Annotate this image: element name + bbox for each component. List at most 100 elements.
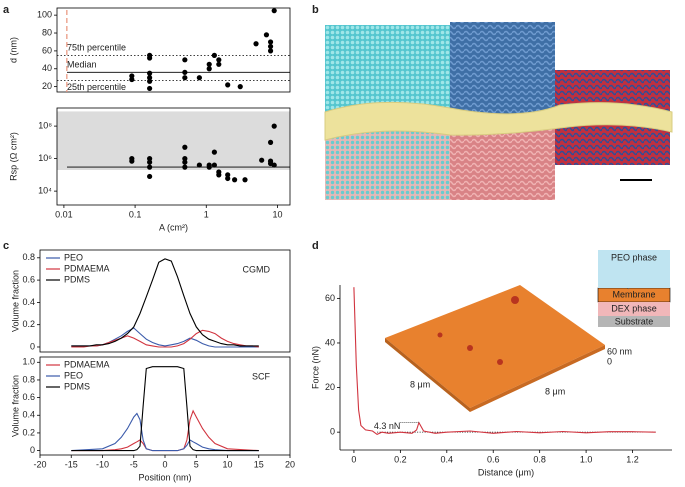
point — [267, 43, 274, 50]
schematic-label: DEX phase — [611, 303, 657, 313]
panel-label: a — [3, 4, 10, 16]
x-tick-label: 10 — [222, 459, 232, 469]
point — [182, 75, 188, 81]
x-tick-label: 0.4 — [441, 454, 454, 464]
point — [147, 156, 153, 162]
point — [129, 156, 135, 162]
point — [267, 139, 274, 145]
y-tick-label: 0.6 — [22, 392, 35, 402]
range-band — [57, 111, 290, 170]
afm-edge — [470, 345, 605, 412]
y-axis-label: Volume fraction — [10, 375, 20, 437]
x-tick-label: 1.0 — [580, 454, 593, 464]
plot-frame — [56, 7, 291, 93]
series-line — [71, 327, 259, 348]
y-tick-label: 0 — [330, 427, 335, 437]
ref-label: Median — [67, 60, 97, 70]
point — [196, 75, 202, 81]
point — [147, 85, 153, 92]
plot-frame — [56, 107, 291, 206]
point — [182, 144, 188, 150]
ref-label: 75th percentile — [67, 43, 126, 53]
point — [147, 164, 153, 170]
point — [237, 84, 243, 90]
y-tick-label: 100 — [37, 10, 52, 20]
legend-label: PEO — [64, 370, 83, 380]
y-tick-label: 0.6 — [22, 274, 35, 284]
force-annotation: 4.3 nN — [374, 421, 401, 431]
x-axis-label: A (cm²) — [159, 222, 188, 232]
x-tick-label: 10 — [272, 209, 282, 219]
y-axis-label: Volume fraction — [10, 270, 20, 332]
y-tick-label: 0.8 — [22, 252, 35, 262]
y-axis-label: Force (nN) — [310, 346, 320, 389]
point — [147, 173, 153, 180]
x-tick-label: 1.2 — [626, 454, 639, 464]
point — [147, 75, 153, 81]
dex-phase-box — [598, 302, 670, 316]
point — [216, 61, 222, 67]
point — [253, 41, 259, 47]
afm-pit — [437, 332, 443, 338]
inset-label: 8 μm — [410, 379, 430, 389]
point — [263, 32, 270, 38]
y-tick-label: 1.0 — [22, 357, 35, 367]
point — [259, 157, 265, 163]
panel-annotation: SCF — [252, 371, 271, 381]
y-tick-label: 40 — [325, 337, 335, 347]
point — [211, 149, 217, 155]
y-tick-label: 0 — [30, 445, 35, 455]
x-tick-label: 1 — [204, 209, 209, 219]
point — [232, 177, 238, 183]
y-tick-label: 0.4 — [22, 410, 35, 420]
legend-label: PDMAEMA — [64, 359, 110, 369]
legend-label: PEO — [64, 252, 83, 262]
plot-frame — [39, 249, 291, 353]
x-tick-label: 0.2 — [394, 454, 407, 464]
afm-surface — [385, 285, 605, 408]
y-tick-label: 20 — [42, 81, 52, 91]
ref-label: 25th percentile — [67, 82, 126, 92]
x-tick-label: 0.01 — [55, 209, 73, 219]
point — [216, 57, 222, 63]
afm-edge — [385, 338, 470, 412]
x-tick-label: 0.6 — [487, 454, 500, 464]
point — [267, 48, 274, 54]
point — [147, 159, 153, 165]
y-tick-label: 0 — [30, 341, 35, 351]
point — [211, 52, 217, 58]
point — [129, 73, 135, 79]
point — [147, 52, 153, 58]
inset-label: 0 — [607, 356, 612, 366]
point — [147, 78, 153, 84]
series-line — [71, 258, 259, 347]
panel-d-inset — [385, 250, 671, 412]
x-tick-label: -5 — [130, 459, 138, 469]
point — [147, 70, 153, 76]
x-tick-label: -15 — [65, 459, 78, 469]
x-tick-label: 0.8 — [533, 454, 546, 464]
point — [271, 162, 277, 168]
point — [182, 57, 188, 63]
y-tick-label: 40 — [42, 63, 52, 73]
y-tick-label: 0.8 — [22, 374, 35, 384]
point — [182, 164, 188, 170]
y-tick-label: 10⁸ — [38, 120, 52, 130]
panel-label: c — [3, 240, 9, 252]
peo-phase-box — [598, 250, 670, 270]
legend-label: PDMAEMA — [64, 263, 110, 273]
point — [225, 172, 231, 178]
y-tick-label: 20 — [325, 382, 335, 392]
peo-phase-box — [598, 270, 670, 288]
y-axis-label: d (nm) — [8, 37, 18, 63]
point — [225, 82, 231, 88]
x-axis-label: Position (nm) — [138, 472, 191, 482]
substrate-box — [598, 316, 670, 327]
afm-pit — [467, 345, 473, 351]
series-line — [71, 412, 259, 452]
x-tick-label: 0 — [162, 459, 167, 469]
schematic-label: Membrane — [612, 289, 655, 299]
inset-label: 8 μm — [545, 386, 565, 396]
x-tick-label: 5 — [194, 459, 199, 469]
